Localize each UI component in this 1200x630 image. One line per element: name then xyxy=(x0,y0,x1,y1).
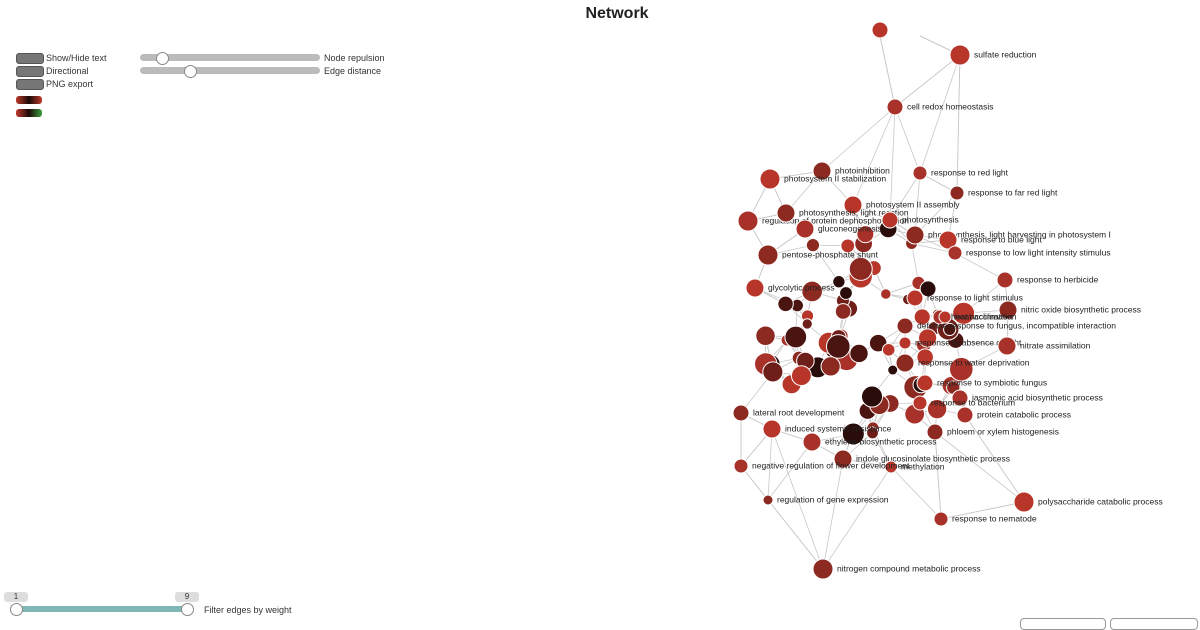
node xyxy=(850,344,868,362)
node-label: regulation of gene expression xyxy=(777,494,889,504)
edge xyxy=(768,442,812,500)
node-label: response to far red light xyxy=(968,187,1058,197)
node-label: nitric oxide biosynthetic process xyxy=(1021,304,1141,314)
node xyxy=(840,287,853,300)
node-label: response to symbiotic fungus xyxy=(937,377,1047,387)
node-label: induced systemic resistance xyxy=(785,423,892,433)
edge xyxy=(823,459,843,569)
node xyxy=(758,245,778,265)
node xyxy=(899,337,911,349)
node-label: glycolytic process xyxy=(768,282,835,292)
node-label: nitrogen compound metabolic process xyxy=(837,563,981,573)
node xyxy=(997,272,1013,288)
node xyxy=(763,362,783,382)
edge xyxy=(895,55,960,107)
node-label: pentose-phosphate shunt xyxy=(782,249,879,259)
node xyxy=(1014,492,1034,512)
node xyxy=(802,319,812,329)
node-label: response to low light intensity stimulus xyxy=(966,247,1111,257)
node-label: protein catabolic process xyxy=(977,409,1071,419)
node-label: response to bacterium xyxy=(931,397,1015,407)
node-label: sulfate reduction xyxy=(974,49,1037,59)
node xyxy=(760,169,780,189)
node xyxy=(791,366,811,386)
node xyxy=(796,220,814,238)
node-label: gluconeogenesis xyxy=(818,223,882,233)
node-label: cell redox homeostasis xyxy=(907,101,993,111)
node xyxy=(849,257,872,280)
node xyxy=(777,204,795,222)
node xyxy=(738,211,758,231)
node-label: response to water deprivation xyxy=(918,357,1030,367)
node xyxy=(881,289,892,300)
node xyxy=(763,420,781,438)
node xyxy=(907,290,923,306)
edge xyxy=(823,467,891,569)
node xyxy=(803,433,821,451)
edge xyxy=(853,107,895,205)
node xyxy=(882,344,895,357)
node xyxy=(917,375,933,391)
node-label: nitrate assimilation xyxy=(1020,340,1091,350)
node-label: ethylene biosynthetic process xyxy=(825,436,937,446)
node xyxy=(939,311,951,323)
node-label: response to nematode xyxy=(952,513,1037,523)
node-label: phloem or xylem histogenesis xyxy=(947,426,1059,436)
node xyxy=(913,396,927,410)
node xyxy=(872,22,888,38)
node xyxy=(785,326,807,348)
node xyxy=(763,495,773,505)
edge xyxy=(880,36,895,107)
node-label: heat acclimation xyxy=(955,311,1017,321)
node xyxy=(826,335,850,359)
edge xyxy=(891,467,941,519)
edge xyxy=(768,500,823,569)
node xyxy=(998,337,1016,355)
node xyxy=(778,296,793,311)
node-label: photosynthesis xyxy=(902,214,959,224)
node xyxy=(882,212,898,228)
node-label: response to red light xyxy=(931,167,1009,177)
node xyxy=(896,354,914,372)
edge xyxy=(895,107,920,173)
node-label: polysaccharide catabolic process xyxy=(1038,496,1163,506)
node xyxy=(756,326,775,345)
node xyxy=(835,304,851,320)
node xyxy=(906,226,924,244)
node xyxy=(733,405,749,421)
node xyxy=(948,246,962,260)
node xyxy=(950,186,964,200)
node xyxy=(934,512,948,526)
node-label: response to blue light xyxy=(961,234,1042,244)
node-label: negative regulation of flower developmen… xyxy=(752,460,910,470)
node-label: photosystem II stabilization xyxy=(784,173,886,183)
node-label: lateral root development xyxy=(753,407,845,417)
node xyxy=(887,99,903,115)
node xyxy=(957,407,973,423)
node xyxy=(746,279,764,297)
node xyxy=(950,45,970,65)
node xyxy=(897,318,913,334)
edge xyxy=(920,55,960,173)
node-label: response to herbicide xyxy=(1017,274,1099,284)
node-label: response to light stimulus xyxy=(927,292,1023,302)
node xyxy=(821,357,840,376)
edge xyxy=(935,432,1024,502)
node xyxy=(813,559,833,579)
node xyxy=(913,166,927,180)
node xyxy=(734,459,748,473)
node xyxy=(861,386,882,407)
edge xyxy=(822,107,895,171)
